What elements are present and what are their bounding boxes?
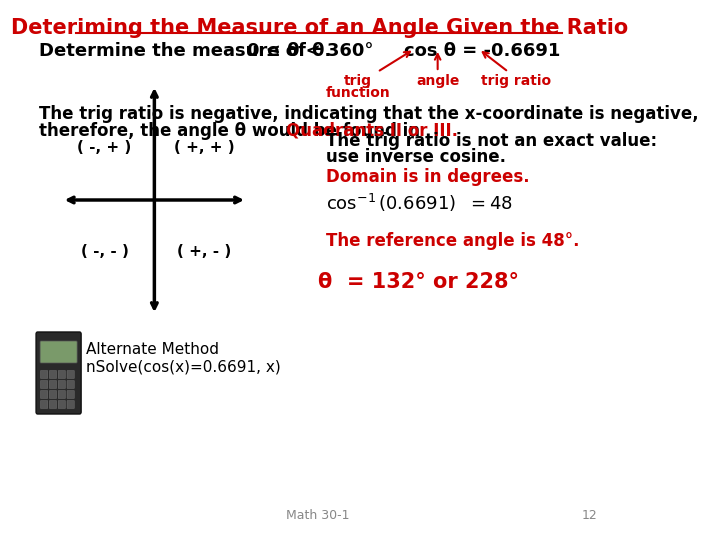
Text: function: function xyxy=(325,86,390,100)
Text: therefore, the angle θ would be found in: therefore, the angle θ would be found in xyxy=(40,122,426,140)
FancyBboxPatch shape xyxy=(58,381,66,388)
FancyBboxPatch shape xyxy=(67,401,74,408)
Text: 12: 12 xyxy=(582,509,598,522)
Text: cos θ = -0.6691: cos θ = -0.6691 xyxy=(404,42,560,60)
Text: ( -, - ): ( -, - ) xyxy=(81,245,128,260)
FancyBboxPatch shape xyxy=(67,390,74,399)
Text: Deteriming the Measure of an Angle Given the Ratio: Deteriming the Measure of an Angle Given… xyxy=(11,18,628,38)
Text: Domain is in degrees.: Domain is in degrees. xyxy=(325,168,529,186)
FancyBboxPatch shape xyxy=(40,381,48,388)
Text: The reference angle is 48°.: The reference angle is 48°. xyxy=(325,232,580,250)
Text: $\cos^{-1}(0.6691)\ \ = 48$: $\cos^{-1}(0.6691)\ \ = 48$ xyxy=(325,192,513,214)
Text: The trig ratio is negative, indicating that the x-coordinate is negative,: The trig ratio is negative, indicating t… xyxy=(40,105,699,123)
Text: The trig ratio is not an exact value:: The trig ratio is not an exact value: xyxy=(325,132,657,150)
Text: trig: trig xyxy=(344,74,372,88)
Text: Alternate Method: Alternate Method xyxy=(86,342,219,357)
FancyBboxPatch shape xyxy=(58,401,66,408)
FancyBboxPatch shape xyxy=(58,370,66,379)
FancyBboxPatch shape xyxy=(50,390,57,399)
Text: angle: angle xyxy=(416,74,459,88)
FancyBboxPatch shape xyxy=(58,390,66,399)
Text: use inverse cosine.: use inverse cosine. xyxy=(325,148,505,166)
Text: 0 ≤ θ < 360°: 0 ≤ θ < 360° xyxy=(247,42,374,60)
FancyBboxPatch shape xyxy=(67,370,74,379)
FancyBboxPatch shape xyxy=(40,390,48,399)
Text: θ  = 132° or 228°: θ = 132° or 228° xyxy=(318,272,518,292)
Text: Determine the measure of θ.: Determine the measure of θ. xyxy=(40,42,331,60)
FancyBboxPatch shape xyxy=(50,381,57,388)
FancyBboxPatch shape xyxy=(36,332,81,414)
FancyBboxPatch shape xyxy=(40,401,48,408)
FancyBboxPatch shape xyxy=(40,370,48,379)
FancyBboxPatch shape xyxy=(67,381,74,388)
Text: nSolve(cos(x)=0.6691, x): nSolve(cos(x)=0.6691, x) xyxy=(86,360,281,375)
FancyBboxPatch shape xyxy=(50,401,57,408)
FancyBboxPatch shape xyxy=(40,341,77,363)
Text: ( +, - ): ( +, - ) xyxy=(177,245,231,260)
Text: Math 30-1: Math 30-1 xyxy=(286,509,349,522)
Text: Quadrants II or III.: Quadrants II or III. xyxy=(286,122,457,140)
Text: trig ratio: trig ratio xyxy=(482,74,552,88)
Text: ( -, + ): ( -, + ) xyxy=(77,140,132,156)
FancyBboxPatch shape xyxy=(50,370,57,379)
Text: ( +, + ): ( +, + ) xyxy=(174,140,235,156)
